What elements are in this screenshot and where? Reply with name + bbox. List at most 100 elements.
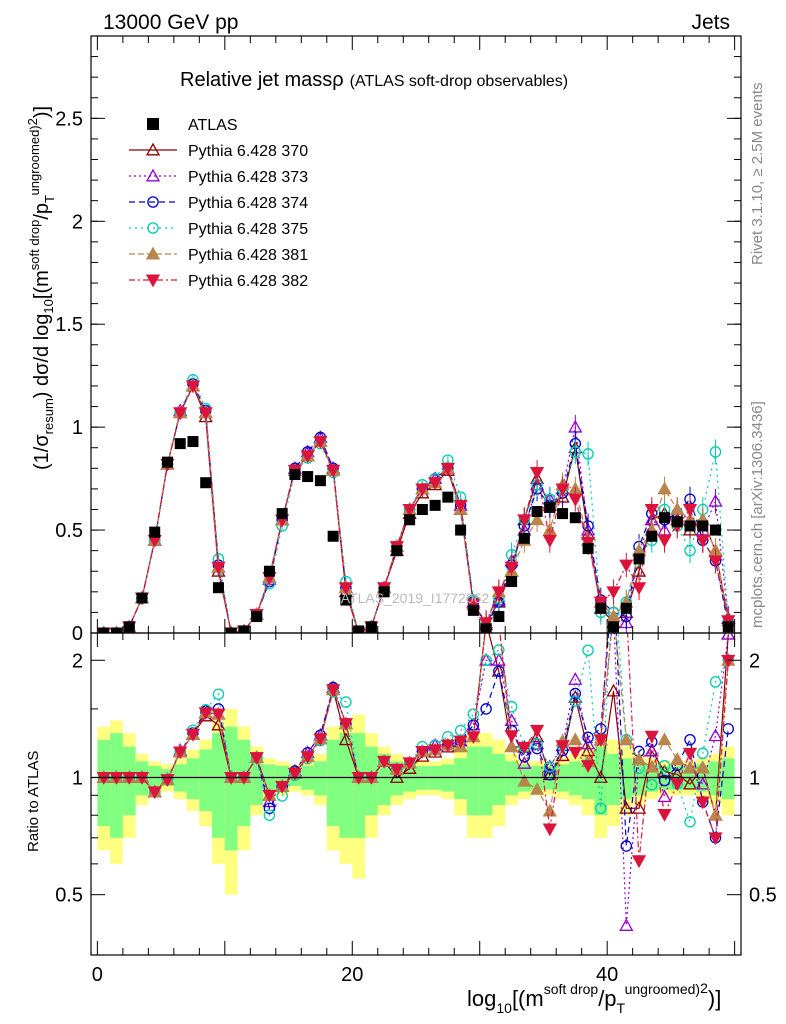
x-tick-label: 40 — [596, 964, 618, 986]
y-tick-label: 0.5 — [55, 520, 83, 542]
ratio-point — [697, 747, 709, 760]
ratio-point — [595, 802, 607, 815]
ratio-point — [517, 756, 532, 769]
atlas-point — [620, 602, 632, 614]
series-point — [580, 536, 596, 550]
band-green — [454, 758, 467, 800]
ratio-point — [657, 732, 672, 746]
ratio-point — [568, 732, 583, 746]
ratio-point — [454, 724, 467, 737]
atlas-point — [340, 594, 352, 606]
band-green — [619, 758, 633, 800]
main-series-group — [96, 374, 736, 633]
ratio-point — [263, 809, 276, 821]
ratio-point — [619, 732, 634, 746]
legend-label: Pythia 6.428 381 — [188, 247, 308, 264]
ratio-point — [262, 789, 277, 803]
ratio-point — [568, 672, 583, 685]
band-green — [199, 749, 213, 812]
ratio-y-tick-label-right: 1 — [749, 767, 760, 789]
series-point — [313, 436, 328, 449]
band-green — [212, 733, 225, 838]
series-point — [529, 466, 545, 480]
atlas-point — [518, 532, 530, 544]
series-point — [644, 504, 659, 517]
ratio-point — [529, 724, 545, 738]
legend-marker — [147, 196, 159, 208]
ratio-point — [517, 773, 532, 787]
series-point — [491, 586, 506, 600]
ratio-point — [338, 718, 354, 731]
band-green — [607, 753, 620, 805]
atlas-point — [353, 625, 365, 633]
ratio-point — [249, 752, 264, 765]
ratio-point — [287, 767, 303, 781]
band-green — [466, 746, 480, 816]
ratio-line — [103, 633, 729, 825]
ratio-point — [684, 733, 696, 746]
atlas-point — [467, 604, 479, 616]
atlas-point — [263, 565, 275, 577]
legend-marker — [147, 118, 159, 130]
y-tick-label: 2.5 — [55, 108, 83, 130]
series-point — [478, 617, 494, 631]
atlas-point — [633, 553, 645, 565]
series-point — [657, 481, 672, 495]
ratio-point — [340, 696, 352, 708]
analysis-watermark: ATLAS_2019_I1772062 — [341, 590, 490, 606]
ratio-point — [682, 776, 698, 790]
series-point — [415, 483, 430, 497]
series-point — [440, 462, 455, 476]
series-point — [606, 586, 621, 600]
y-tick-label: 1.5 — [55, 314, 83, 336]
legend-entry: ATLAS — [147, 117, 238, 134]
ratio-point — [211, 708, 226, 722]
rivet-label: Rivet 3.1.10, ≥ 2.5M events — [749, 83, 766, 266]
legend-entry: Pythia 6.428 374 — [129, 195, 308, 212]
ratio-point — [682, 760, 698, 774]
atlas-point — [557, 508, 569, 520]
legend-label: Pythia 6.428 382 — [188, 273, 308, 290]
band-green — [505, 761, 518, 796]
ratio-point — [531, 742, 543, 755]
ratio-frame — [90, 632, 742, 956]
ratio-point — [504, 739, 519, 753]
series-point — [504, 561, 519, 575]
ratio-point — [708, 832, 723, 846]
series-point — [542, 534, 557, 548]
ratio-point — [619, 800, 634, 814]
ratio-point — [708, 728, 723, 742]
atlas-point — [123, 621, 135, 633]
atlas-point — [455, 524, 467, 536]
atlas-point — [506, 576, 518, 588]
atlas-point — [659, 512, 671, 524]
ratio-point — [684, 816, 696, 828]
series-point — [198, 407, 213, 421]
ratio-point — [709, 676, 722, 688]
ratio-point — [529, 782, 545, 795]
ratio-point — [504, 730, 519, 744]
ratio-point — [646, 779, 658, 791]
ratio-point — [263, 802, 276, 815]
legend-marker — [145, 274, 161, 288]
atlas-point — [378, 586, 390, 598]
ratio-point — [658, 760, 671, 772]
atlas-point — [187, 436, 199, 448]
ratio-point — [619, 918, 634, 931]
ratio-point — [631, 800, 647, 814]
series-point — [466, 598, 481, 612]
series-point — [568, 493, 583, 507]
ratio-point — [644, 743, 659, 757]
ratio-y-tick-label: 0.5 — [55, 885, 83, 907]
ratio-point — [593, 734, 608, 748]
ratio-point — [402, 757, 417, 771]
ratio-point — [529, 729, 545, 743]
atlas-point — [684, 520, 696, 532]
ratio-point — [695, 776, 710, 790]
ratio-point — [580, 736, 596, 750]
ratio-point — [491, 652, 506, 666]
ratio-point — [467, 708, 480, 720]
ratio-point — [389, 763, 404, 777]
y-tick-label: 0 — [72, 623, 83, 645]
